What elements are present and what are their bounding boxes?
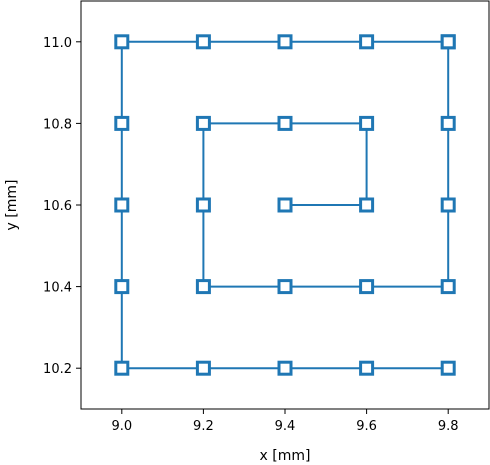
data-point-3 [277,115,293,131]
y-axis-ticks: 10.2 10.4 10.6 10.8 11.0 [43,36,81,377]
y-tick-label: 10.4 [43,281,72,296]
data-point-20 [114,279,130,295]
data-point-15 [277,34,293,50]
data-point-21 [114,360,130,376]
data-point-4 [195,115,211,131]
data-point-17 [114,34,130,50]
data-point-16 [195,34,211,50]
y-tick-label: 11.0 [43,36,72,51]
data-point-8 [359,279,375,295]
data-point-24 [359,360,375,376]
x-tick-label: 9.6 [356,419,377,434]
data-point-18 [114,115,130,131]
data-point-11 [440,115,456,131]
y-tick-label: 10.8 [43,117,72,132]
data-point-25 [440,360,456,376]
x-axis-ticks: 9.0 9.2 9.4 9.6 9.8 [111,409,459,434]
data-point-9 [440,279,456,295]
data-point-13 [440,34,456,50]
x-tick-label: 9.8 [438,419,459,434]
x-tick-label: 9.0 [111,419,132,434]
data-point-7 [277,279,293,295]
y-tick-label: 10.6 [43,199,72,214]
data-point-5 [195,197,211,213]
data-point-19 [114,197,130,213]
data-point-6 [195,279,211,295]
x-tick-label: 9.4 [275,419,296,434]
data-point-22 [195,360,211,376]
x-tick-label: 9.2 [193,419,214,434]
y-tick-label: 10.2 [43,362,72,377]
data-point-0 [277,197,293,213]
x-axis-label: x [mm] [260,448,311,464]
data-point-14 [359,34,375,50]
data-point-2 [359,115,375,131]
data-point-1 [359,197,375,213]
data-point-10 [440,197,456,213]
y-axis-label: y [mm] [4,180,20,231]
data-point-23 [277,360,293,376]
plot-area [114,34,456,376]
